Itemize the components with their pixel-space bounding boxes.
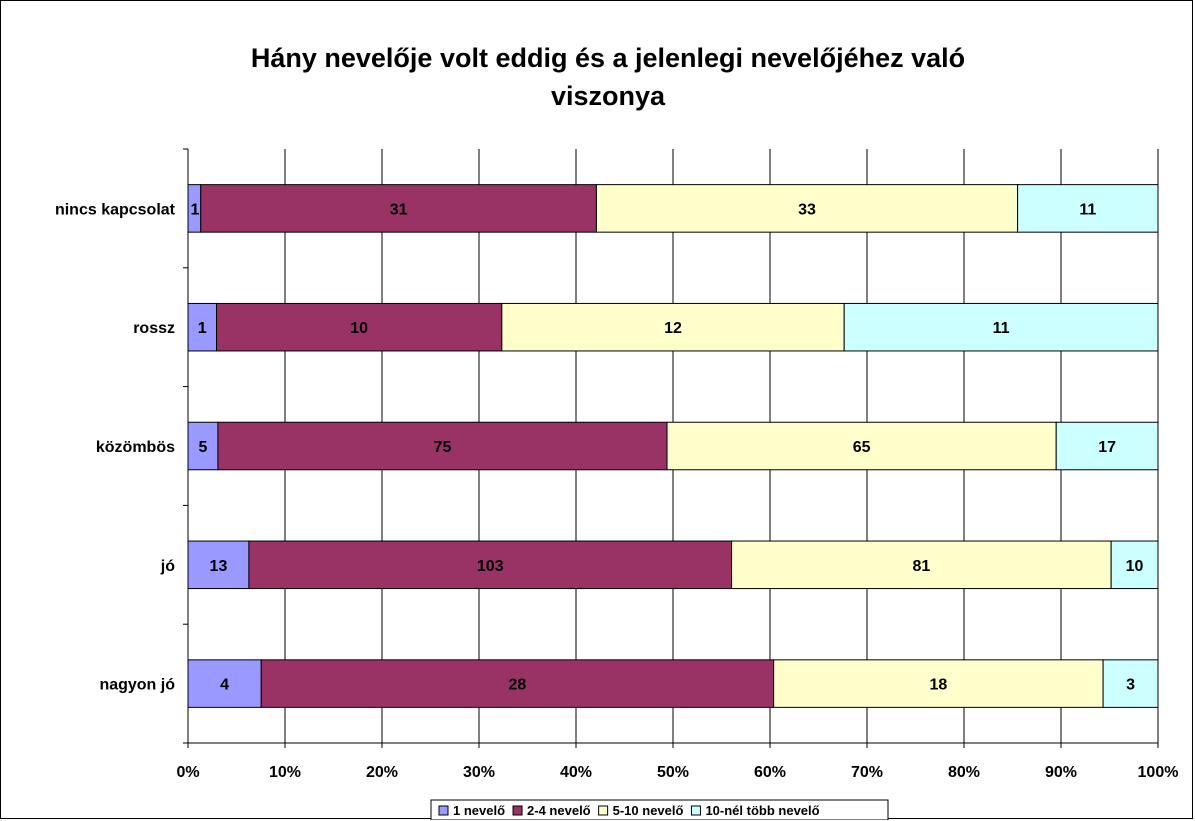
chart-title-line-2: viszonya — [551, 81, 666, 111]
data-label: 1 — [191, 201, 200, 218]
legend-swatch — [598, 805, 609, 816]
legend-swatch — [690, 805, 701, 816]
bar-segment — [187, 659, 262, 708]
data-label: 75 — [434, 439, 452, 456]
x-tick-label: 100% — [1138, 764, 1179, 781]
legend-label: 5-10 nevelő — [613, 803, 684, 818]
data-label: 65 — [853, 439, 871, 456]
bar-segment — [200, 184, 597, 233]
category-label: nagyon jó — [99, 677, 175, 694]
x-tick-label: 70% — [851, 764, 883, 781]
data-label: 81 — [912, 558, 930, 575]
data-label: 11 — [993, 320, 1010, 337]
data-label: 17 — [1098, 439, 1116, 456]
bar-segment — [1055, 421, 1159, 471]
bar-segment — [217, 421, 668, 471]
legend-label: 1 nevelő — [453, 803, 505, 818]
bar-segment — [1102, 659, 1159, 708]
category-label: közömbös — [96, 439, 175, 456]
bar-segment — [843, 302, 1159, 352]
legend: 1 nevelő 2-4 nevelő 5-10 nevelő 10-nél több… — [430, 799, 889, 820]
legend-box — [430, 799, 889, 820]
data-label: 3 — [1126, 677, 1135, 694]
data-label: 18 — [929, 677, 947, 694]
bar-segment — [731, 540, 1112, 590]
data-label: 5 — [199, 439, 208, 456]
x-tick-label: 90% — [1045, 764, 1077, 781]
x-tick-label: 80% — [948, 764, 980, 781]
data-label: 13 — [210, 558, 228, 575]
bar-segment — [1110, 540, 1159, 590]
legend-label: 2-4 nevelő — [527, 803, 591, 818]
data-label: 4 — [220, 677, 229, 694]
data-label: 103 — [477, 558, 504, 575]
bar-segment — [187, 540, 250, 590]
x-tick-label: 60% — [754, 764, 786, 781]
chart-title-line-1: Hány nevelője volt eddig és a jelenlegi … — [251, 43, 965, 73]
x-tick-label: 10% — [269, 764, 301, 781]
data-label: 10 — [350, 320, 368, 337]
x-tick-label: 0% — [176, 764, 199, 781]
x-tick-label: 40% — [560, 764, 592, 781]
data-label: 31 — [390, 201, 408, 218]
bar-segment — [773, 659, 1104, 708]
data-label: 33 — [798, 201, 816, 218]
data-label: 12 — [664, 320, 682, 337]
bar-segment — [501, 302, 845, 352]
category-label: jó — [160, 558, 175, 575]
data-label: 10 — [1126, 558, 1144, 575]
legend-label: 10-nél több nevelő — [705, 803, 819, 818]
bar-segment — [248, 540, 733, 590]
data-label: 1 — [198, 320, 207, 337]
data-label: 11 — [1079, 201, 1096, 218]
x-tick-label: 20% — [366, 764, 398, 781]
bar-segment — [260, 659, 775, 708]
category-label: nincs kapcsolat — [55, 201, 176, 218]
legend-swatch — [512, 805, 523, 816]
x-tick-label: 50% — [657, 764, 689, 781]
x-tick-label: 30% — [463, 764, 495, 781]
bar-segment — [1017, 184, 1159, 233]
axes: 0% 10% 20% 30% 40% 50% 60% 70% 80% 90% 100% nincs k… — [55, 148, 1179, 781]
data-label: 28 — [509, 677, 527, 694]
bar-segment — [216, 302, 503, 352]
legend-swatch — [438, 805, 449, 816]
category-label: rossz — [133, 320, 175, 337]
